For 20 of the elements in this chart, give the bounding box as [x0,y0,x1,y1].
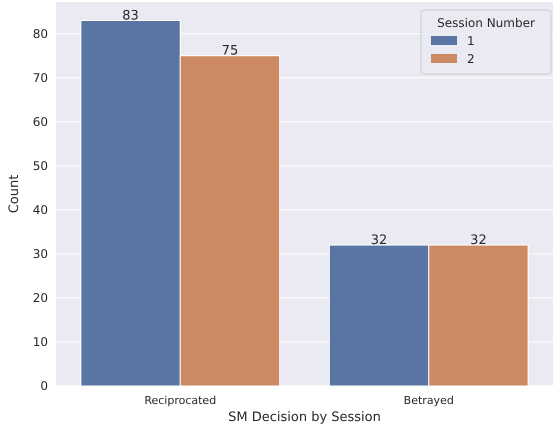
y-tick-label: 80 [32,26,48,41]
y-tick-label: 0 [40,379,48,394]
y-tick-label: 40 [32,203,48,218]
x-axis-title: SM Decision by Session [228,410,381,425]
data-label: 75 [222,44,238,59]
data-label: 83 [122,8,139,24]
data-label: 32 [370,233,388,248]
legend-label: 2 [467,52,475,66]
y-tick-label: 10 [32,335,48,350]
y-axis-title: Count [7,174,22,214]
y-tick-label: 30 [32,247,48,262]
y-tick-label: 20 [32,291,48,306]
x-tick-label: Betrayed [404,394,454,407]
data-label: 32 [470,233,487,248]
legend-title: Session Number [437,16,535,30]
y-tick-label: 60 [32,114,48,129]
legend-label: 1 [467,34,475,48]
x-tick-label: Reciprocated [144,394,216,407]
y-tick-label: 70 [32,70,48,85]
y-tick-label: 50 [32,159,48,174]
